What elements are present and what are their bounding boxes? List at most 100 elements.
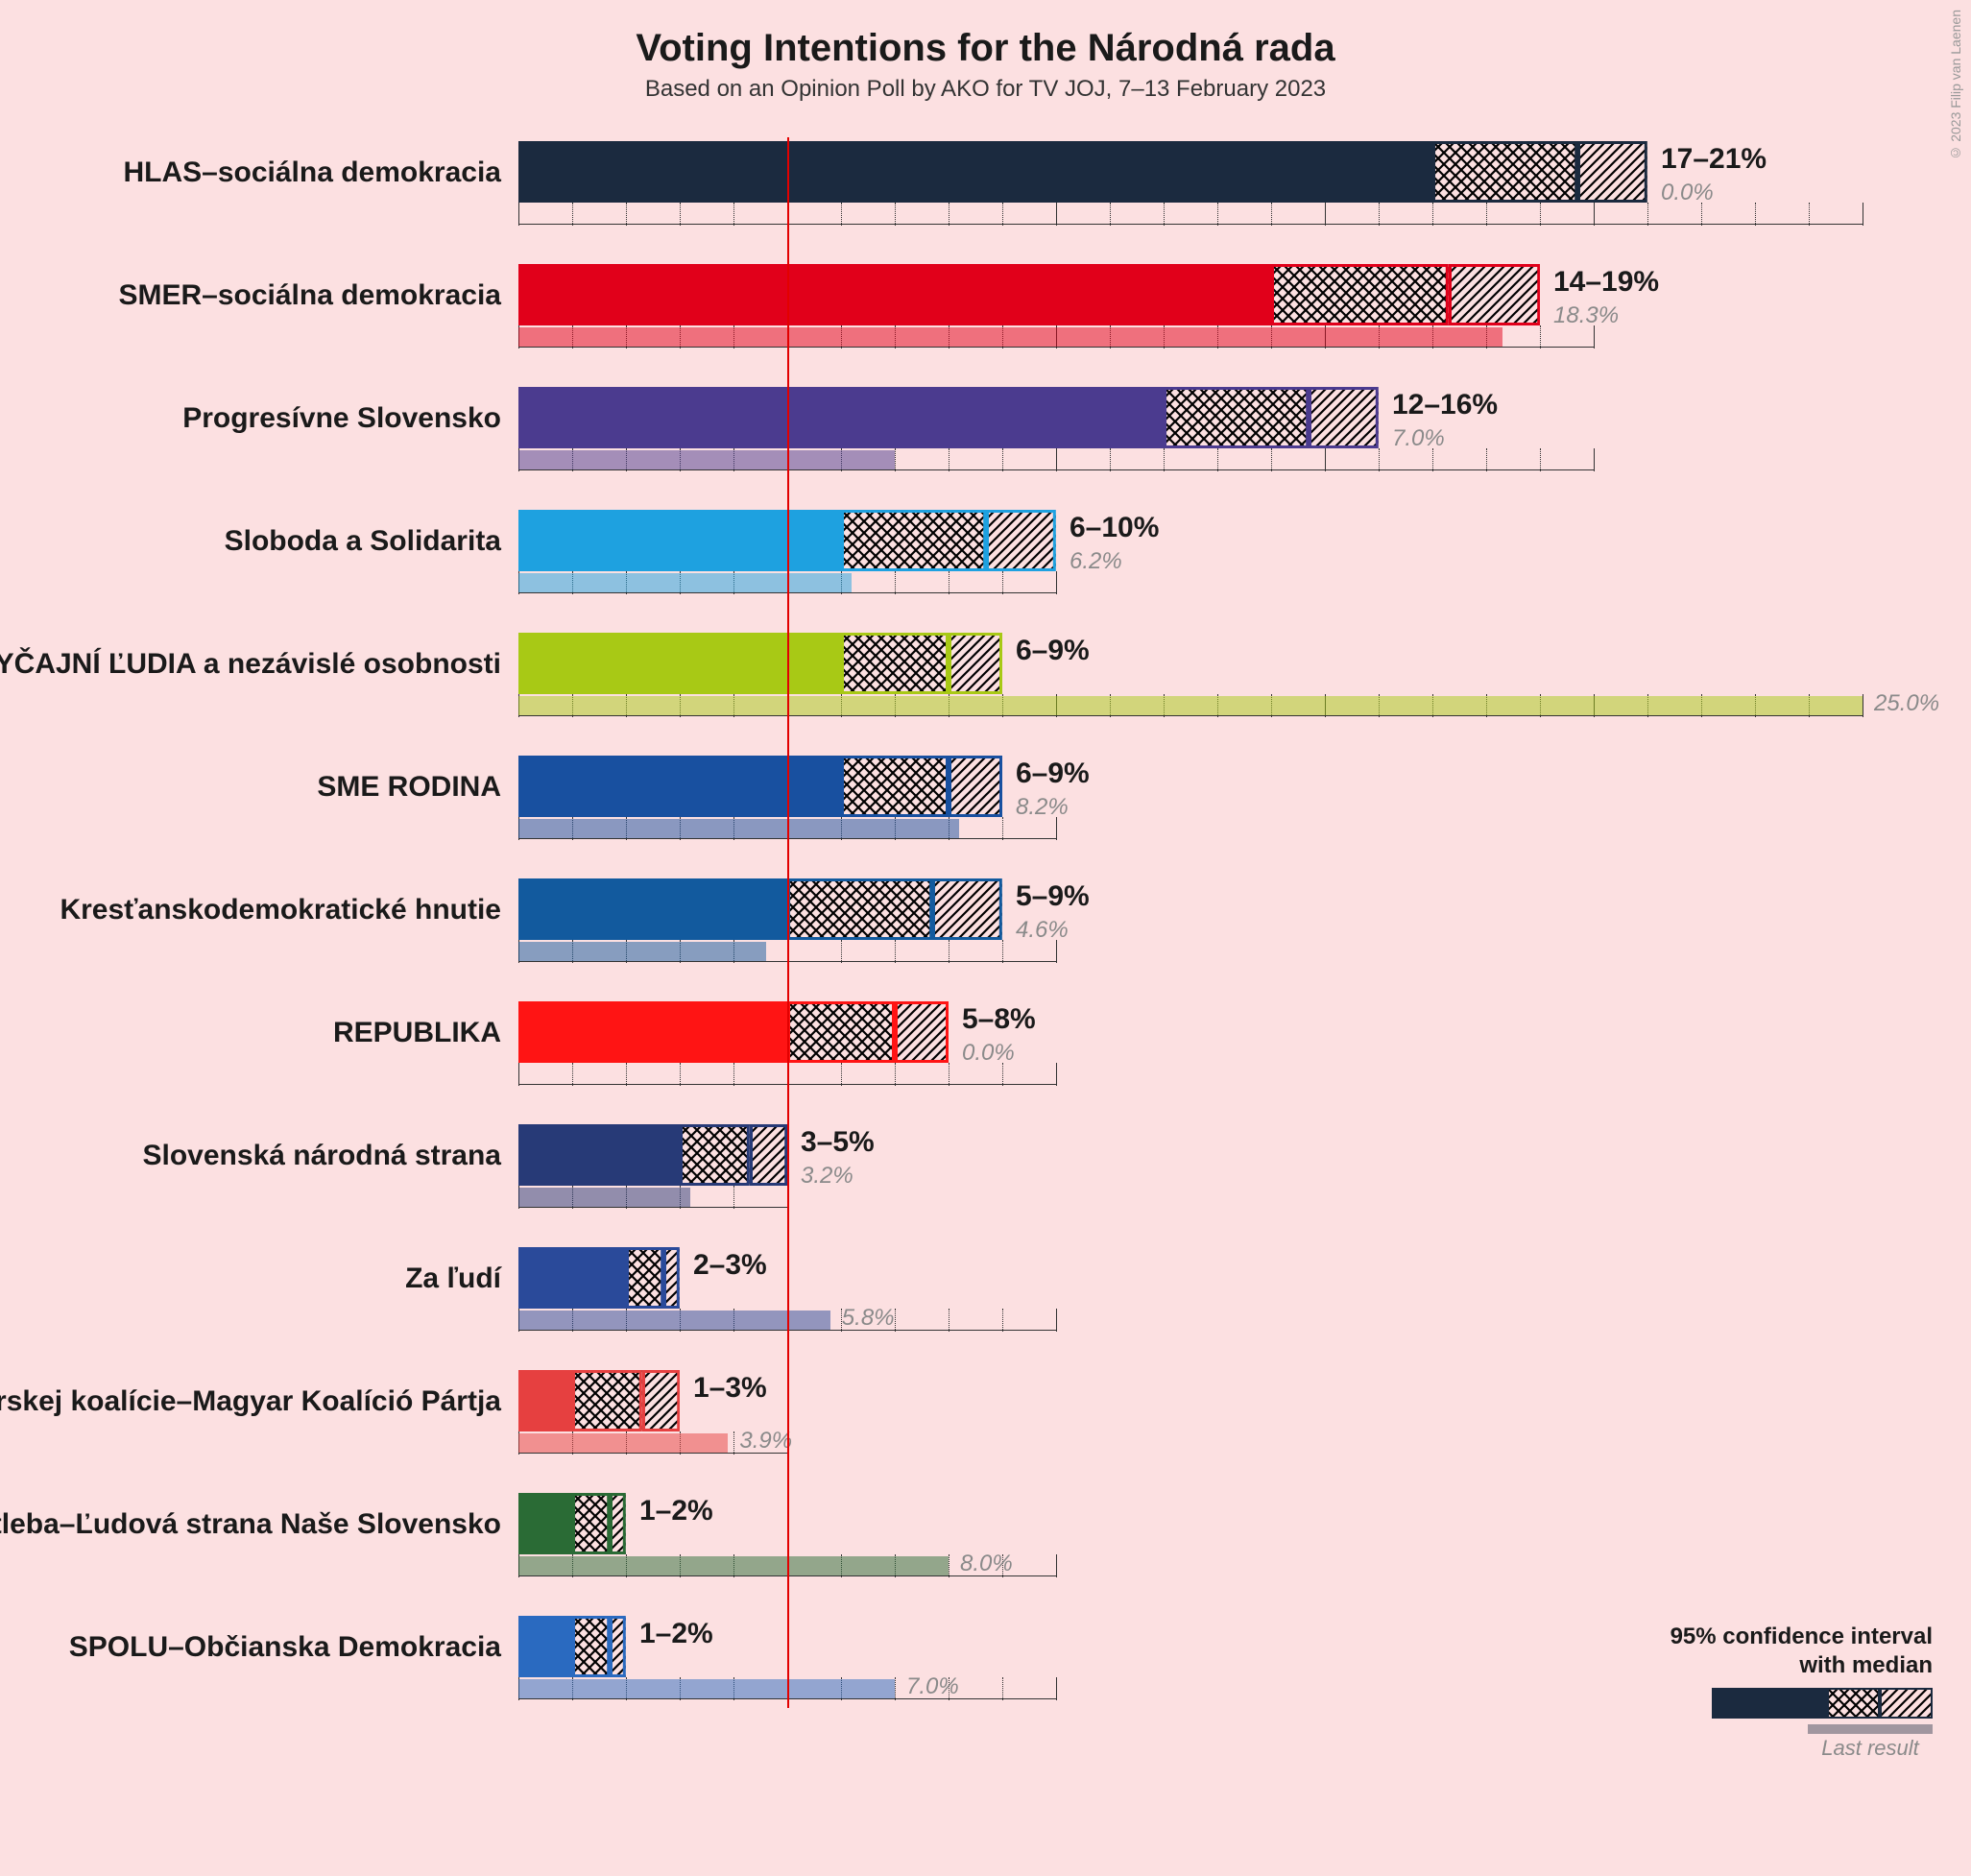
legend-title: 95% confidence intervalwith median: [1671, 1623, 1933, 1680]
grid-minor: [1110, 448, 1111, 471]
ci-bar-crosshatch: [1164, 387, 1309, 448]
grid-minor: [895, 448, 896, 471]
last-result-label: 3.9%: [739, 1428, 792, 1455]
grid-major: [1056, 448, 1057, 471]
ci-bar-solid: [518, 1124, 680, 1186]
ci-bar-solid: [518, 141, 1432, 203]
ci-bar-solid: [518, 756, 841, 817]
party-row: Kresťanskodemokratické hnutie5–9%4.6%: [518, 867, 1920, 990]
grid-minor: [895, 571, 896, 594]
party-label: Kresťanskodemokratické hnutie: [60, 894, 501, 926]
ci-bar-solid: [518, 387, 1164, 448]
grid-minor: [1486, 448, 1487, 471]
last-result-bar: [518, 1311, 830, 1330]
grid-minor: [841, 203, 842, 226]
grid-minor: [1486, 203, 1487, 226]
party-row: REPUBLIKA5–8%0.0%: [518, 990, 1920, 1113]
grid-major: [1056, 1063, 1057, 1086]
grid-minor: [1809, 203, 1810, 226]
legend: 95% confidence intervalwith median Last …: [1671, 1623, 1933, 1761]
party-label: REPUBLIKA: [333, 1017, 501, 1049]
last-result-label: 4.6%: [1016, 917, 1069, 944]
last-result-bar: [518, 696, 1863, 715]
grid-minor: [1217, 203, 1218, 226]
grid-major: [1325, 203, 1326, 226]
party-row: Progresívne Slovensko12–16%7.0%: [518, 375, 1920, 498]
ci-bar-diagonal: [1577, 141, 1647, 203]
grid-minor: [1432, 203, 1433, 226]
grid-major: [1594, 448, 1595, 471]
party-row: Kotleba–Ľudová strana Naše Slovensko1–2%…: [518, 1481, 1920, 1604]
last-result-label: 8.2%: [1016, 794, 1069, 821]
party-row: Za ľudí2–3%5.8%: [518, 1236, 1920, 1359]
grid-minor: [841, 1063, 842, 1086]
grid-minor: [895, 1063, 896, 1086]
grid-minor: [733, 1431, 734, 1455]
grid-major: [1594, 203, 1595, 226]
threshold-line: [787, 137, 789, 1708]
last-result-bar: [518, 942, 766, 961]
range-label: 1–2%: [639, 1495, 713, 1527]
grid-minor: [895, 1677, 896, 1700]
last-result-bar: [518, 1188, 690, 1207]
ci-bar-crosshatch: [841, 756, 949, 817]
range-label: 6–9%: [1016, 635, 1090, 667]
grid-minor: [733, 1186, 734, 1209]
range-label: 17–21%: [1661, 143, 1767, 176]
party-label: Kotleba–Ľudová strana Naše Slovensko: [0, 1508, 501, 1541]
ci-bar-crosshatch: [572, 1616, 610, 1677]
grid-minor: [1002, 571, 1003, 594]
legend-last-result: Last result: [1808, 1724, 1933, 1761]
last-result-label: 0.0%: [1661, 180, 1714, 206]
grid-minor: [1540, 203, 1541, 226]
party-label: Sloboda a Solidarita: [225, 525, 501, 558]
grid-minor: [1217, 448, 1218, 471]
range-label: 2–3%: [693, 1249, 767, 1282]
ci-bar-solid: [518, 878, 787, 940]
last-result-label: 18.3%: [1553, 302, 1619, 329]
range-label: 6–10%: [1070, 512, 1159, 544]
grid-minor: [626, 1063, 627, 1086]
ci-bar-diagonal: [663, 1247, 680, 1309]
range-label: 14–19%: [1553, 266, 1659, 299]
grid-major: [518, 1063, 519, 1086]
ci-bar-diagonal: [1309, 387, 1379, 448]
grid-minor: [1002, 203, 1003, 226]
copyright: © 2023 Filip van Laenen: [1948, 10, 1963, 161]
party-row: OBYČAJNÍ ĽUDIA a nezávislé osobnosti6–9%…: [518, 621, 1920, 744]
party-row: HLAS–sociálna demokracia17–21%0.0%: [518, 130, 1920, 253]
grid-major: [1056, 571, 1057, 594]
range-label: 5–9%: [1016, 880, 1090, 913]
last-result-bar: [518, 573, 852, 592]
ci-bar-diagonal: [986, 510, 1056, 571]
ci-bar-crosshatch: [787, 1001, 895, 1063]
grid-minor: [895, 203, 896, 226]
ci-bar-diagonal: [949, 756, 1002, 817]
last-result-label: 6.2%: [1070, 548, 1122, 575]
ci-bar-diagonal: [949, 633, 1002, 694]
baseline: [518, 469, 1594, 470]
ci-bar-solid: [518, 1001, 787, 1063]
ci-bar-solid: [518, 510, 841, 571]
grid-minor: [680, 1063, 681, 1086]
range-label: 12–16%: [1392, 389, 1498, 421]
ci-bar-crosshatch: [1432, 141, 1577, 203]
grid-major: [1056, 1309, 1057, 1332]
party-label: Za ľudí: [405, 1263, 501, 1295]
last-result-label: 3.2%: [801, 1163, 853, 1190]
grid-minor: [1755, 203, 1756, 226]
last-result-label: 5.8%: [842, 1305, 895, 1332]
grid-minor: [626, 203, 627, 226]
last-result-label: 7.0%: [906, 1673, 959, 1700]
party-row: Strana maďarskej koalície–Magyar Koalíci…: [518, 1359, 1920, 1481]
grid-minor: [895, 940, 896, 963]
grid-minor: [1271, 448, 1272, 471]
ci-bar-solid: [518, 1616, 572, 1677]
party-label: Progresívne Slovensko: [182, 402, 501, 435]
ci-bar-diagonal: [750, 1124, 787, 1186]
grid-major: [1056, 1554, 1057, 1577]
grid-minor: [733, 1063, 734, 1086]
grid-major: [1056, 203, 1057, 226]
ci-bar-diagonal: [895, 1001, 949, 1063]
baseline: [518, 1207, 787, 1208]
